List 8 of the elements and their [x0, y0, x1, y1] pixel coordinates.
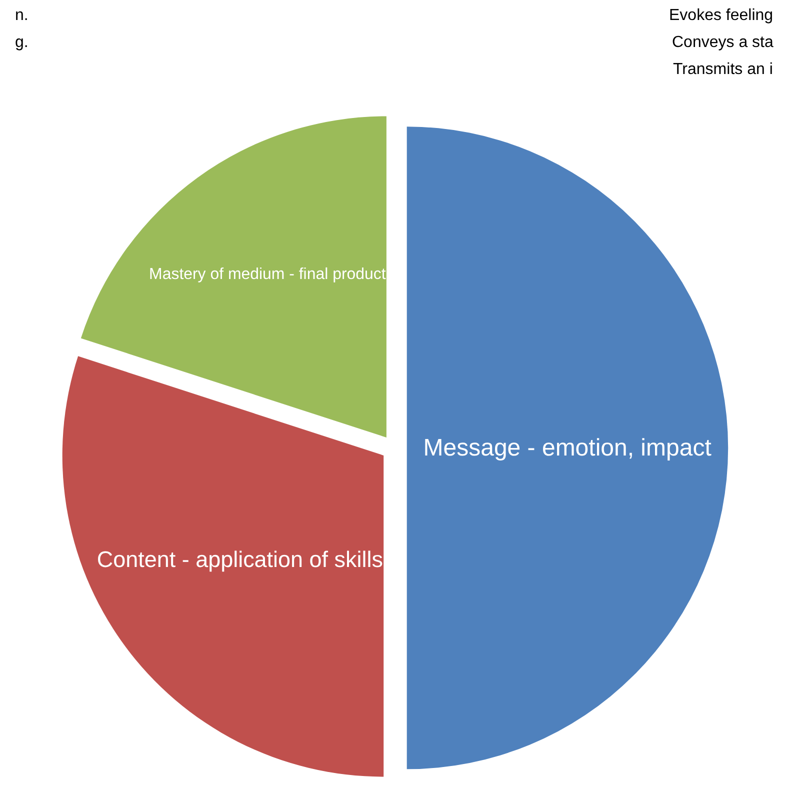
slice-label: Message - emotion, impact: [423, 434, 712, 462]
text: g.: [15, 34, 28, 51]
text: Evokes feeling: [669, 7, 774, 24]
text: Transmits an i: [673, 61, 773, 78]
text: n.: [15, 7, 28, 24]
slice-label: Content - application of skills: [96, 546, 383, 572]
text: Conveys a sta: [672, 34, 774, 51]
slice-label: Mastery of medium - final product: [149, 266, 386, 283]
